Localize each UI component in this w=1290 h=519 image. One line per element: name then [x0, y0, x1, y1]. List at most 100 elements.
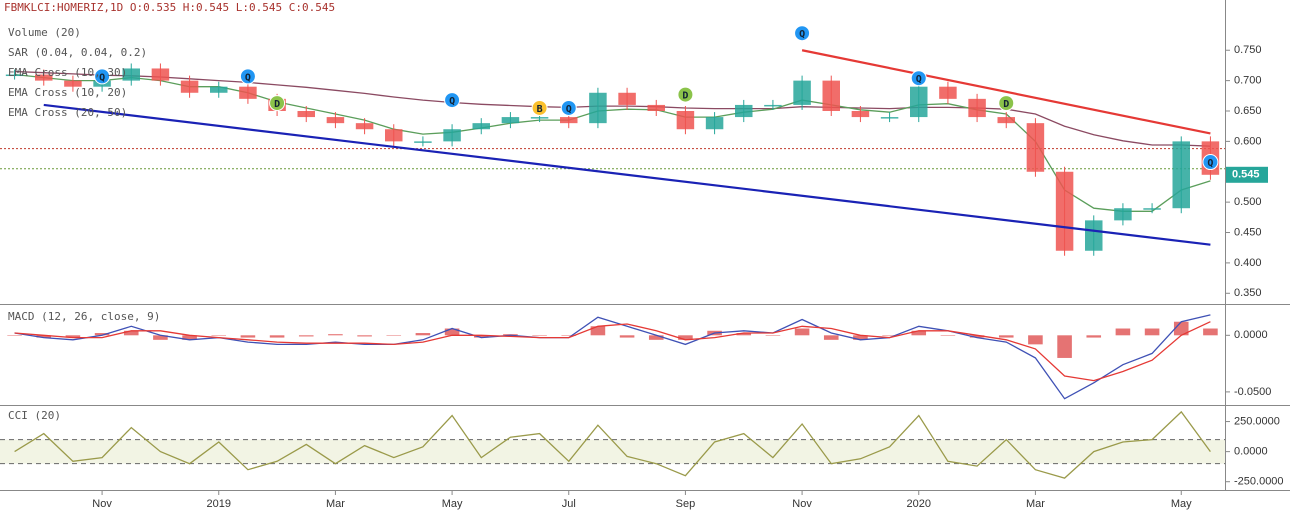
signal-label: Q — [245, 72, 251, 83]
histogram-bar — [590, 326, 606, 336]
candle-body — [151, 68, 170, 81]
candle-body — [385, 129, 403, 142]
histogram-bar — [940, 335, 956, 336]
signal-label: Q — [449, 96, 455, 107]
x-tick-label: May — [442, 498, 463, 510]
y-tick-label: 250.0000 — [1234, 415, 1280, 427]
y-tick-label: -250.0000 — [1234, 476, 1284, 488]
indicator-line — [14, 70, 1211, 147]
legend-item: EMA Cross (10, 30) — [8, 66, 127, 79]
candle-body — [589, 92, 607, 124]
signal-marker — [94, 68, 111, 85]
signal-marker — [677, 86, 694, 103]
histogram-bar — [1203, 328, 1218, 336]
y-tick-label: 0.400 — [1234, 257, 1262, 269]
indicator-line — [14, 410, 1211, 479]
indicator-line — [14, 314, 1211, 400]
symbol-header: FBMKLCI:HOMERIZ,1D O:0.535 H:0.545 L:0.5… — [4, 1, 335, 14]
histogram-bar — [357, 335, 372, 337]
candle-body — [1085, 220, 1103, 251]
candle-body — [239, 86, 257, 99]
histogram-bar — [765, 335, 781, 336]
signal-marker — [239, 68, 256, 85]
histogram-bar — [969, 335, 985, 338]
y-tick-label: 0.0000 — [1234, 446, 1268, 458]
signal-label: Q — [566, 104, 572, 115]
trend-line — [801, 49, 1211, 135]
histogram-bar — [240, 335, 256, 338]
candle-body — [968, 98, 986, 118]
x-tick-label: Nov — [92, 498, 112, 510]
histogram-bar — [736, 333, 752, 336]
signal-label: Q — [799, 29, 805, 40]
histogram-bar — [794, 328, 810, 336]
histogram-bar — [619, 335, 635, 338]
x-tick-label: 2019 — [207, 498, 231, 510]
x-tick-label: Nov — [792, 498, 812, 510]
last-price-label: 0.545 — [1232, 169, 1260, 181]
candle-body — [443, 129, 461, 142]
candle-body — [560, 117, 578, 124]
histogram-bar — [182, 335, 197, 340]
histogram-bar — [386, 335, 402, 336]
histogram-bar — [853, 335, 868, 340]
histogram-bar — [1028, 335, 1043, 345]
candle-body — [705, 117, 724, 130]
histogram-bar — [94, 333, 110, 336]
cci-band — [0, 439, 1225, 464]
histogram-bar — [473, 335, 489, 338]
candle-body — [501, 117, 520, 124]
y-tick-label: 0.700 — [1234, 75, 1262, 87]
candle-body — [326, 117, 345, 124]
candle-body — [35, 74, 53, 81]
signal-label: D — [682, 91, 688, 102]
y-tick-label: 0.500 — [1234, 196, 1262, 208]
legend-item: Volume (20) — [8, 26, 81, 39]
x-tick-label: Mar — [326, 498, 345, 510]
histogram-bar — [648, 335, 664, 340]
signal-label: Q — [1207, 158, 1213, 169]
candle-body — [880, 117, 899, 119]
candle-body — [939, 86, 957, 99]
histogram-bar — [298, 335, 314, 337]
candle-body — [64, 80, 82, 87]
histogram-bar — [65, 335, 81, 338]
candle-body — [1172, 141, 1190, 209]
signal-label: D — [1003, 99, 1009, 110]
candle-body — [5, 74, 24, 77]
candle-body — [618, 92, 636, 105]
histogram-bar — [1144, 328, 1160, 336]
candle-body — [472, 123, 490, 130]
x-tick-label: Jul — [562, 498, 576, 510]
candle-body — [676, 111, 695, 130]
signal-label: Q — [99, 72, 105, 83]
histogram-bar — [7, 335, 22, 336]
histogram-bar — [269, 335, 285, 338]
candle-body — [793, 80, 811, 105]
histogram-bar — [153, 335, 168, 340]
histogram-bar — [998, 335, 1014, 338]
signal-marker — [998, 95, 1015, 112]
x-tick-label: Sep — [676, 498, 696, 510]
signal-marker — [794, 25, 811, 42]
x-tick-label: 2020 — [907, 498, 931, 510]
candle-body — [1143, 208, 1161, 210]
histogram-bar — [123, 330, 139, 336]
signal-label: D — [274, 99, 280, 110]
signal-marker — [444, 92, 461, 109]
candle-body — [530, 117, 549, 119]
trend-line — [43, 103, 1211, 246]
signal-marker — [531, 99, 548, 116]
y-tick-label: 0.600 — [1234, 135, 1262, 147]
x-tick-label: May — [1171, 498, 1192, 510]
last-price-badge — [1226, 166, 1268, 183]
candle-body — [297, 111, 315, 118]
histogram-bar — [1086, 335, 1102, 338]
panel-title: MACD (12, 26, close, 9) — [8, 310, 160, 323]
candle-body — [997, 117, 1015, 124]
y-tick-label: 0.650 — [1234, 105, 1262, 117]
signal-marker — [1202, 154, 1219, 171]
histogram-bar — [532, 335, 547, 336]
signal-marker — [910, 70, 927, 87]
